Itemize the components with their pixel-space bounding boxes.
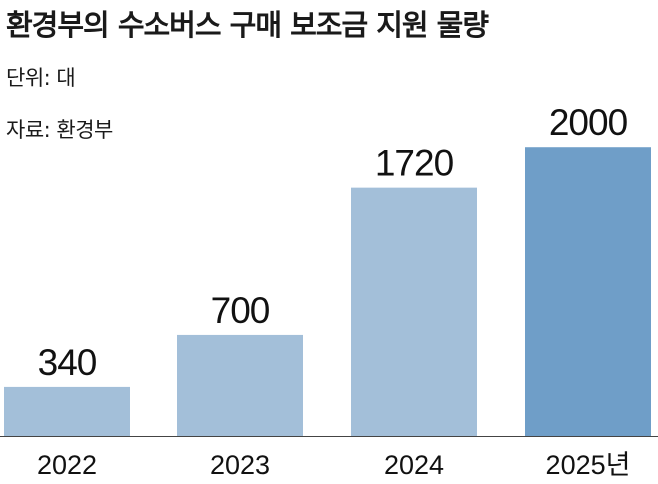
category-label-2025년: 2025년 <box>546 450 631 480</box>
value-label-2024: 1720 <box>375 143 454 184</box>
bar-2022 <box>4 386 130 436</box>
bars-group <box>4 147 651 436</box>
bar-2025년 <box>525 147 651 436</box>
category-label-2024: 2024 <box>384 450 444 480</box>
category-label-2022: 2022 <box>37 450 97 480</box>
category-labels-group: 2022 2023 2024 2025년 <box>37 450 630 480</box>
category-label-2023: 2023 <box>210 450 270 480</box>
unit-label: 단위: 대 <box>6 66 76 90</box>
bar-2023 <box>177 334 303 436</box>
value-label-2023: 700 <box>211 290 270 331</box>
bar-2024 <box>351 187 477 436</box>
source-label: 자료: 환경부 <box>6 118 113 142</box>
value-label-2025년: 2000 <box>549 102 628 143</box>
value-labels-group: 340 700 1720 2000 <box>38 102 629 383</box>
chart-title: 환경부의 수소버스 구매 보조금 지원 물량 <box>6 8 489 42</box>
value-label-2022: 340 <box>38 342 97 383</box>
